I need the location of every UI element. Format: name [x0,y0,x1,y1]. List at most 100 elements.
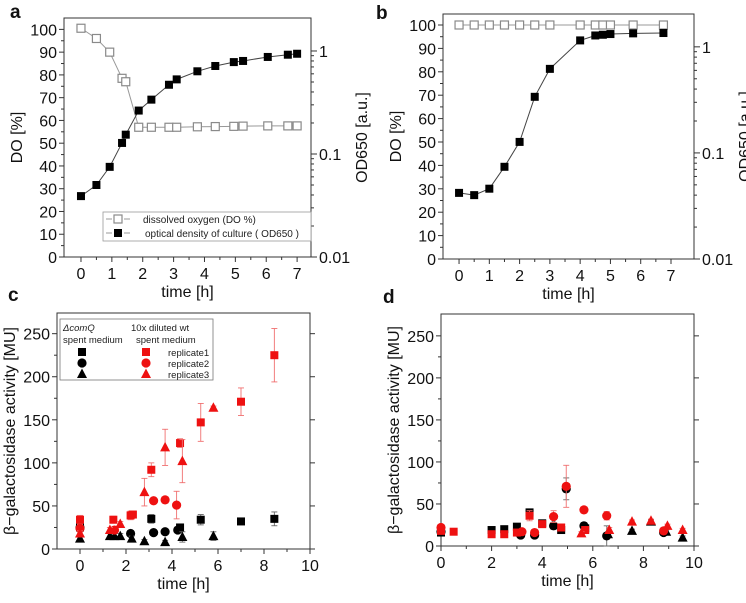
data-point [229,121,239,131]
x-tick-label: 0 [437,555,446,572]
y-tick-label: 20 [418,205,436,222]
data-point [270,351,279,360]
panel-label-a: a [10,2,21,23]
data-point [109,515,118,524]
data-point [177,455,188,466]
data-point [164,80,173,89]
data-point [659,29,668,38]
y-tick-label: 80 [39,68,57,85]
data-point [605,20,616,30]
data-point [500,530,509,539]
data-point [118,138,127,147]
y-tick-label: 90 [39,45,57,62]
data-point [598,30,607,39]
data-point [147,465,156,474]
y-axis-label: DO [%] [9,112,26,164]
y-tick-label: 40 [39,159,57,176]
legend-label: replicate3 [168,370,209,381]
x-tick-label: 5 [231,266,240,283]
legend-group2-subtitle: spent medium [136,335,196,346]
x-tick-label: 3 [545,268,554,285]
data-point [469,20,479,30]
data-point [645,515,656,525]
data-point [172,122,182,132]
y-tick-label: 200 [407,371,434,388]
x-tick-label: 6 [636,268,645,285]
x-tick-label: 7 [293,266,302,283]
x-tick-label: 2 [487,555,496,572]
data-point [454,20,464,30]
y-tick-label: 30 [39,182,57,199]
y-tick-label: 10 [39,227,57,244]
x-tick-label: 8 [260,558,269,575]
data-point [115,518,126,529]
data-point [121,130,130,139]
data-point [598,20,608,30]
data-point [238,121,248,131]
legend-label: replicate1 [168,348,209,359]
data-point [575,20,585,30]
data-point [139,535,150,546]
data-point [237,517,245,526]
y2-tick-label: 1 [319,44,328,61]
data-point [591,31,600,40]
chart-panel-b: 0 1 2 3 4 5 6 701020304050607080901000.010.11OD… [388,13,746,303]
data-point [128,510,137,519]
y-axis-label: β−galactosidase activity [MU] [2,327,19,535]
plot-frame [442,13,695,260]
x-tick-label: 10 [685,555,703,572]
y2-axis-label: OD650 [a.u.] [737,91,746,182]
data-point [270,514,279,523]
data-point [628,20,638,30]
data-point [512,528,521,537]
data-point [515,20,525,30]
data-point [677,532,688,542]
data-point [283,121,293,131]
legend-marker-red [141,358,151,368]
data-point [485,184,494,193]
x-tick-label: 3 [169,266,178,283]
data-point [500,525,509,534]
y-tick-label: 100 [409,18,436,35]
data-point [263,121,273,131]
data-point [545,64,554,73]
legend-label: dissolved oxygen (DO %) [143,215,256,226]
y-tick-label: 200 [23,370,50,387]
series-0 [454,20,669,30]
legend-marker-red [141,368,151,378]
y-tick-label: 50 [39,136,57,153]
y-tick-label: 50 [416,497,434,514]
y-tick-label: 150 [23,413,50,430]
panel-label-d: d [383,287,395,308]
data-point [192,122,202,132]
y2-tick-label: 0.1 [319,147,341,164]
x-tick-label: 6 [262,266,271,283]
y-tick-label: 60 [418,112,436,129]
x-tick-label: 0 [76,558,85,575]
y-axis-label: β−galactosidase activity [MU] [386,326,403,534]
data-point [538,520,547,529]
data-point [662,520,673,530]
data-point [75,533,85,543]
data-point [76,192,85,201]
data-point [172,500,182,510]
data-point [487,526,496,535]
y-tick-label: 80 [418,65,436,82]
data-point [208,402,219,412]
y-tick-label: 70 [39,91,57,108]
panel-label-c: c [8,285,19,306]
data-point [658,20,669,30]
data-point [172,75,181,84]
x-tick-label: 2 [122,558,131,575]
data-point [604,524,615,535]
series-5 [75,402,219,538]
y-tick-label: 60 [39,113,57,130]
data-point [149,528,159,538]
x-tick-label: 4 [576,268,585,285]
data-point [115,530,126,541]
data-point [164,122,174,132]
data-point [160,527,170,537]
y-tick-label: 50 [32,499,50,516]
y-tick-label: 0 [41,542,50,559]
data-point [76,515,84,524]
